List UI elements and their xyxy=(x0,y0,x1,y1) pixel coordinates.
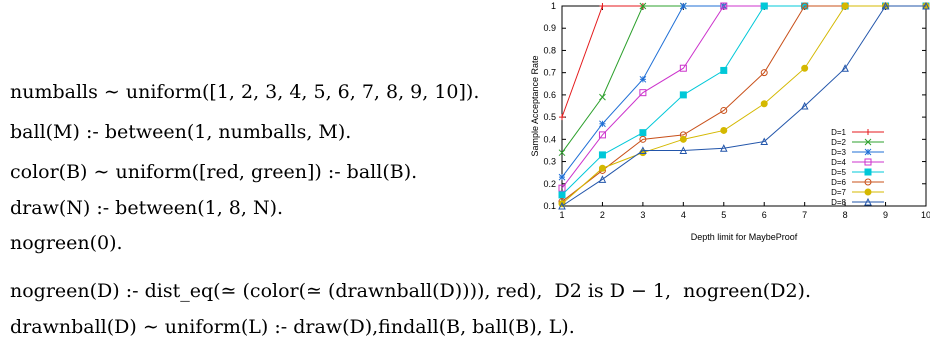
data-point-d8 xyxy=(922,1,930,10)
data-point-d1 xyxy=(599,3,606,9)
legend-label-d7: D=7 xyxy=(831,188,846,197)
y-tick-label: 0.4 xyxy=(543,134,556,144)
data-point-d5 xyxy=(639,129,647,137)
data-point-d7 xyxy=(760,100,768,108)
data-point-d7 xyxy=(801,64,809,72)
y-tick-label: 0.5 xyxy=(543,112,556,122)
x-axis-label: Depth limit for MaybeProof xyxy=(691,232,798,242)
series-line-d7 xyxy=(561,5,926,205)
data-point-d7 xyxy=(598,164,606,172)
data-point-d3 xyxy=(558,173,566,181)
legend-label-d6: D=6 xyxy=(831,178,846,187)
acceptance-rate-chart: 0.1 0.2 0.3 0.4 0.5 0.6 0.7 0.8 0.9 1 1 2 3 4 5 6 7 8 9 10 D… xyxy=(512,0,930,250)
data-point-d6 xyxy=(801,2,809,10)
legend-marker-d5 xyxy=(864,168,872,176)
data-point-d6 xyxy=(639,135,647,143)
y-tick-label: 0.1 xyxy=(543,201,556,211)
data-point-d1 xyxy=(559,114,565,121)
series-line-d8 xyxy=(561,5,926,207)
code-line-draw: draw(N) :- between(1, 8, N). xyxy=(10,197,284,219)
legend-marker-d3 xyxy=(864,148,872,156)
y-tick-label: 0.3 xyxy=(543,157,556,167)
x-tick-label: 8 xyxy=(843,210,848,220)
legend-marker-d4 xyxy=(864,158,872,166)
legend-label-d5: D=5 xyxy=(831,168,846,177)
legend-label-d8: D=8 xyxy=(831,198,846,207)
x-tick-label: 5 xyxy=(721,210,726,220)
code-line-color: color(B) ∼ uniform([red, green]) :- ball… xyxy=(10,161,418,183)
data-point-d4 xyxy=(598,131,606,139)
legend-label-d3: D=3 xyxy=(831,148,846,157)
data-point-d2 xyxy=(599,93,606,101)
data-point-d4 xyxy=(558,184,566,192)
legend-marker-d6 xyxy=(864,178,872,186)
legend-marker-d2 xyxy=(864,138,872,146)
data-point-d4 xyxy=(679,64,687,72)
x-tick-label: 7 xyxy=(802,210,807,220)
legend-label-d4: D=4 xyxy=(831,158,846,167)
chart-svg: 0.1 0.2 0.3 0.4 0.5 0.6 0.7 0.8 0.9 1 1 2 3 4 5 6 7 8 9 10 D… xyxy=(530,1,930,242)
data-point-d4 xyxy=(720,2,728,10)
series-line-d1 xyxy=(561,5,926,118)
data-point-d5 xyxy=(558,191,566,199)
data-point-d6 xyxy=(720,106,728,114)
y-tick-label: 1 xyxy=(551,1,556,11)
data-point-d3 xyxy=(599,120,606,128)
y-tick-label: 0.7 xyxy=(543,68,556,78)
data-point-d5 xyxy=(679,91,687,99)
y-tick-label: 0.8 xyxy=(543,45,556,55)
data-point-d5 xyxy=(720,66,728,74)
legend-marker-d7 xyxy=(864,188,872,196)
data-point-d3 xyxy=(679,2,687,10)
code-line-numballs: numballs ∼ uniform([1, 2, 3, 4, 5, 6, 7,… xyxy=(10,81,480,103)
x-tick-label: 2 xyxy=(600,210,605,220)
data-point-d8 xyxy=(598,175,607,183)
code-line-drawnball: drawnball(D) ∼ uniform(L) :- draw(D),fin… xyxy=(10,316,575,338)
data-point-d6 xyxy=(760,69,768,77)
x-tick-label: 6 xyxy=(762,210,767,220)
code-line-ball: ball(M) :- between(1, numballs, M). xyxy=(10,121,352,143)
y-tick-label: 0.2 xyxy=(543,179,556,189)
data-point-d7 xyxy=(720,126,728,134)
data-point-d7 xyxy=(679,135,687,143)
y-axis-label: Sample Acceptance Rate xyxy=(530,55,540,156)
data-point-d8 xyxy=(639,146,647,154)
x-tick-label: 3 xyxy=(640,210,645,220)
x-tick-label: 10 xyxy=(921,210,930,220)
legend-label-d1: D=1 xyxy=(831,128,846,137)
data-point-d5 xyxy=(598,151,606,159)
data-point-d7 xyxy=(841,2,849,10)
data-point-d2 xyxy=(558,149,566,157)
data-point-d3 xyxy=(639,75,647,83)
data-point-d4 xyxy=(639,89,647,97)
data-point-d8 xyxy=(719,144,728,152)
legend-label-d2: D=2 xyxy=(831,138,846,147)
data-point-d8 xyxy=(760,137,769,146)
series-line-d5 xyxy=(561,5,926,196)
data-point-d8 xyxy=(558,201,566,210)
data-point-d8 xyxy=(800,101,809,110)
code-line-nogreen-base: nogreen(0). xyxy=(10,232,123,254)
plot-frame xyxy=(561,5,927,207)
legend-marker-d1 xyxy=(865,129,871,135)
y-tick-label: 0.9 xyxy=(543,23,556,33)
legend-marker-d8 xyxy=(864,197,872,206)
x-tick-label: 1 xyxy=(559,210,564,220)
data-point-d2 xyxy=(639,2,647,10)
data-point-d8 xyxy=(841,64,849,72)
y-tick-label: 0.6 xyxy=(543,90,556,100)
data-point-d5 xyxy=(760,2,768,10)
data-point-d8 xyxy=(881,1,890,10)
x-tick-label: 4 xyxy=(681,210,686,220)
code-line-nogreen-rule: nogreen(D) :- dist_eq(≃ (color(≃ (drawnb… xyxy=(10,280,811,302)
x-tick-label: 9 xyxy=(883,210,888,220)
data-point-d8 xyxy=(679,146,688,154)
